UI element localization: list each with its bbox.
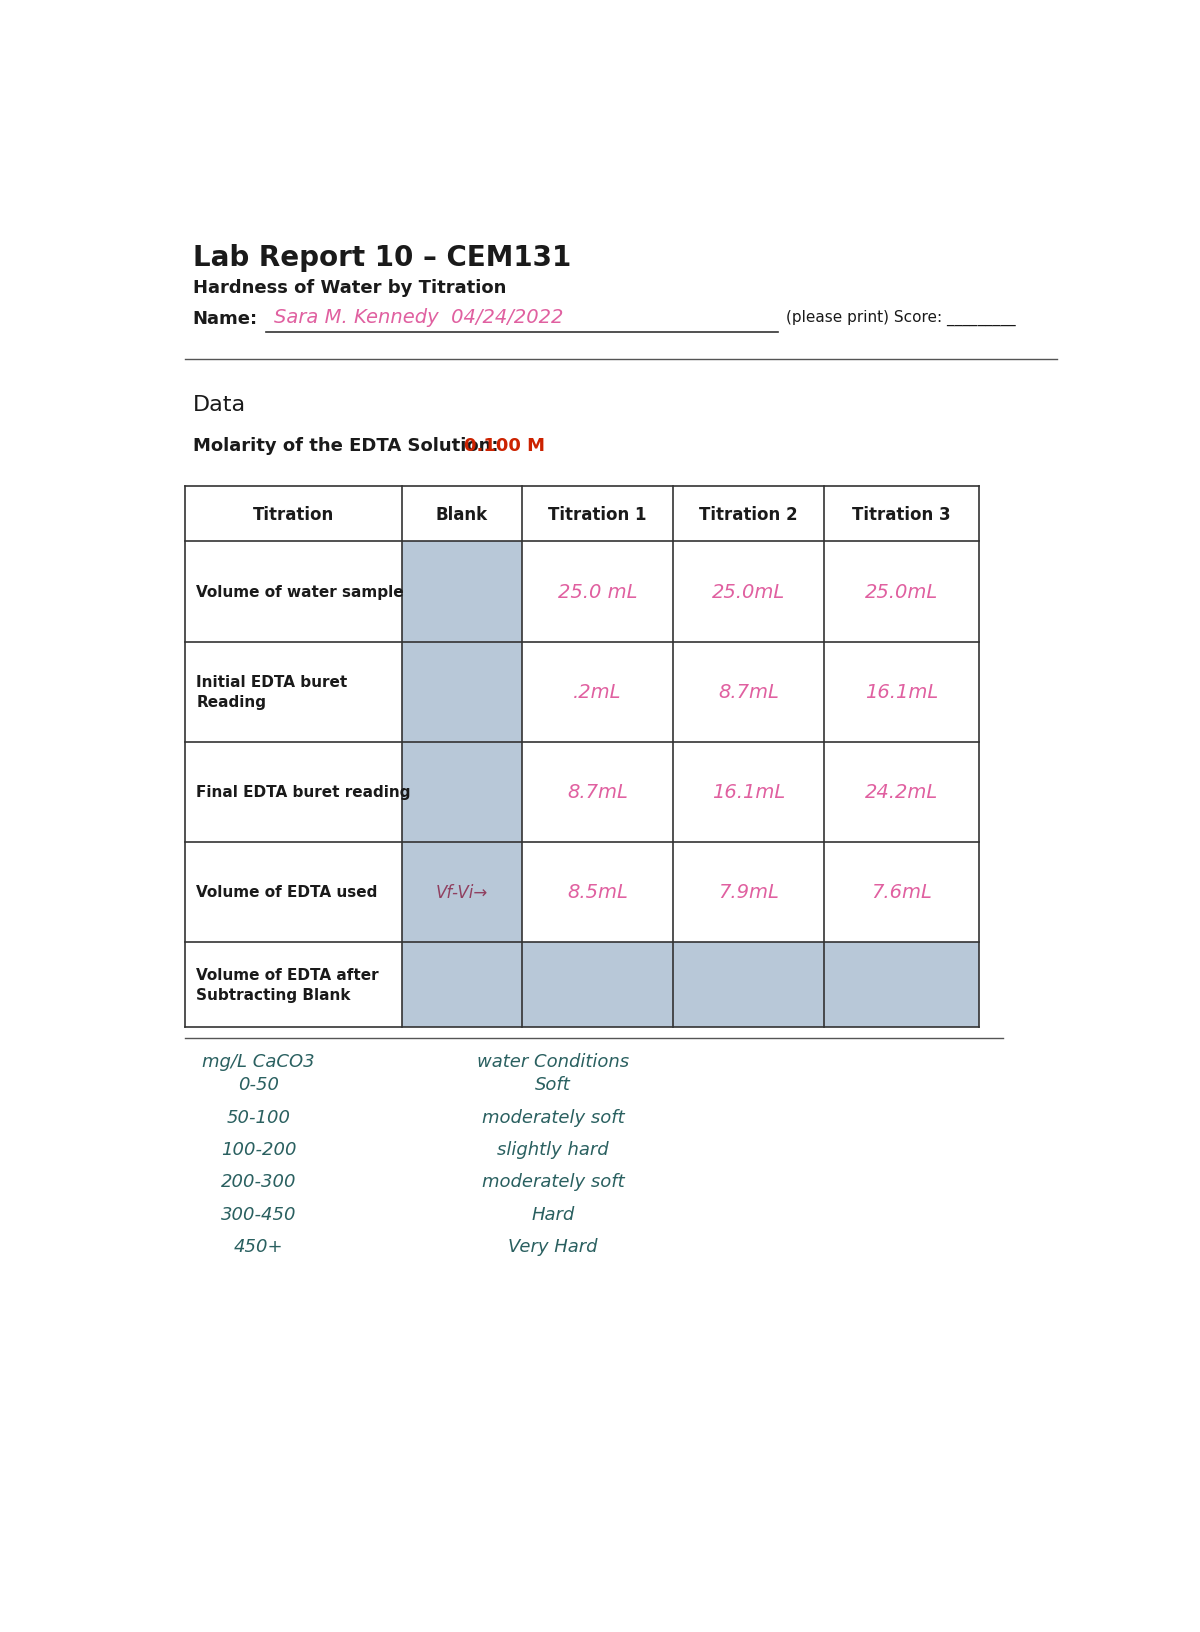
Text: Soft: Soft bbox=[535, 1075, 571, 1093]
Text: Blank: Blank bbox=[436, 506, 488, 524]
Text: mg/L CaCO3: mg/L CaCO3 bbox=[202, 1053, 314, 1071]
Text: .2mL: .2mL bbox=[574, 682, 622, 702]
Text: 7.9mL: 7.9mL bbox=[719, 883, 779, 902]
Text: water Conditions: water Conditions bbox=[476, 1053, 629, 1071]
Text: Lab Report 10 – CEM131: Lab Report 10 – CEM131 bbox=[193, 245, 571, 273]
Text: Final EDTA buret reading: Final EDTA buret reading bbox=[197, 785, 410, 800]
FancyBboxPatch shape bbox=[522, 942, 673, 1027]
Text: (please print) Score: _________: (please print) Score: _________ bbox=[786, 310, 1015, 326]
Text: 450+: 450+ bbox=[234, 1237, 283, 1255]
Text: Hard: Hard bbox=[532, 1204, 575, 1222]
Text: 24.2mL: 24.2mL bbox=[865, 783, 938, 801]
Text: 8.7mL: 8.7mL bbox=[719, 682, 779, 702]
Text: Titration 3: Titration 3 bbox=[852, 506, 952, 524]
Text: Very Hard: Very Hard bbox=[509, 1237, 598, 1255]
Text: slightly hard: slightly hard bbox=[497, 1141, 608, 1159]
Text: Data: Data bbox=[193, 395, 246, 415]
Text: moderately soft: moderately soft bbox=[481, 1173, 624, 1191]
Text: Molarity of the EDTA Solution:: Molarity of the EDTA Solution: bbox=[193, 437, 504, 455]
FancyBboxPatch shape bbox=[402, 942, 522, 1027]
FancyBboxPatch shape bbox=[402, 942, 522, 1027]
Text: Hardness of Water by Titration: Hardness of Water by Titration bbox=[193, 279, 506, 297]
Text: Initial EDTA buret
Reading: Initial EDTA buret Reading bbox=[197, 674, 348, 710]
Text: Vf-Vi→: Vf-Vi→ bbox=[436, 883, 488, 901]
FancyBboxPatch shape bbox=[673, 942, 824, 1027]
FancyBboxPatch shape bbox=[402, 641, 522, 743]
Text: Volume of EDTA used: Volume of EDTA used bbox=[197, 885, 378, 899]
Text: 25.0mL: 25.0mL bbox=[865, 583, 938, 602]
Text: 200-300: 200-300 bbox=[221, 1173, 296, 1191]
Text: Titration 2: Titration 2 bbox=[700, 506, 798, 524]
Text: 25.0 mL: 25.0 mL bbox=[558, 583, 637, 602]
Text: 7.6mL: 7.6mL bbox=[871, 883, 932, 902]
Text: 25.0mL: 25.0mL bbox=[712, 583, 785, 602]
Text: 100-200: 100-200 bbox=[221, 1141, 296, 1159]
Text: 16.1mL: 16.1mL bbox=[712, 783, 785, 801]
FancyBboxPatch shape bbox=[402, 542, 522, 641]
Text: 50-100: 50-100 bbox=[227, 1108, 290, 1126]
FancyBboxPatch shape bbox=[824, 942, 979, 1027]
Text: Volume of water sample: Volume of water sample bbox=[197, 584, 404, 599]
Text: Volume of EDTA after
Subtracting Blank: Volume of EDTA after Subtracting Blank bbox=[197, 968, 379, 1002]
Text: moderately soft: moderately soft bbox=[481, 1108, 624, 1126]
Text: 8.7mL: 8.7mL bbox=[568, 783, 628, 801]
Text: Titration 1: Titration 1 bbox=[548, 506, 647, 524]
Text: Name:: Name: bbox=[193, 310, 258, 328]
Text: 0.100 M: 0.100 M bbox=[464, 437, 545, 455]
FancyBboxPatch shape bbox=[402, 842, 522, 942]
Text: 16.1mL: 16.1mL bbox=[865, 682, 938, 702]
Text: 8.5mL: 8.5mL bbox=[568, 883, 628, 902]
FancyBboxPatch shape bbox=[402, 743, 522, 842]
Text: Sara M. Kennedy  04/24/2022: Sara M. Kennedy 04/24/2022 bbox=[274, 307, 563, 326]
Text: 0-50: 0-50 bbox=[238, 1075, 278, 1093]
Text: Titration: Titration bbox=[253, 506, 334, 524]
Text: 300-450: 300-450 bbox=[221, 1204, 296, 1222]
